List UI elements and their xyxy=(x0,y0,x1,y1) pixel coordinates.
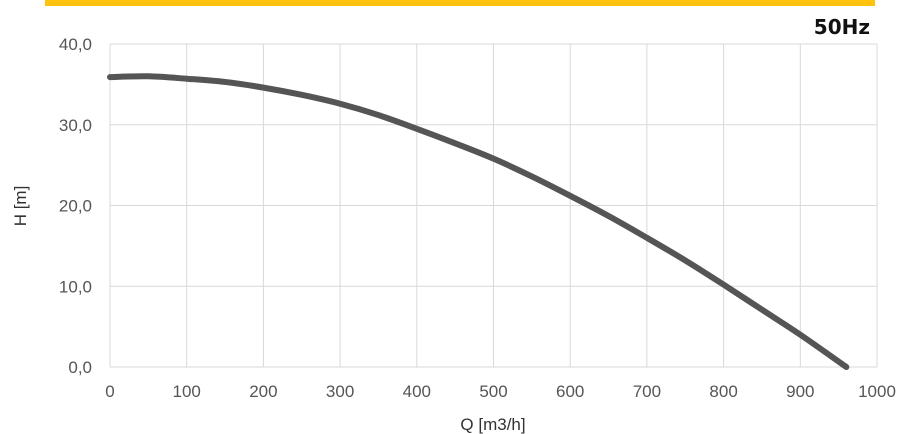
x-tick-label: 200 xyxy=(249,382,277,401)
x-tick-label: 400 xyxy=(403,382,431,401)
x-tick-label: 500 xyxy=(479,382,507,401)
x-tick-label: 0 xyxy=(105,382,114,401)
x-tick-label: 300 xyxy=(326,382,354,401)
y-tick-label: 10,0 xyxy=(59,277,92,296)
series-lines xyxy=(107,73,850,370)
x-tick-label: 700 xyxy=(633,382,661,401)
tick-labels: 0 100 200 300 400 500 600 700 800 900 1000 0,0 10,0 2… xyxy=(59,35,896,401)
grid-lines xyxy=(109,43,878,368)
x-tick-label: 900 xyxy=(786,382,814,401)
y-tick-label: 30,0 xyxy=(59,116,92,135)
y-tick-label: 20,0 xyxy=(59,197,92,216)
x-tick-label: 800 xyxy=(709,382,737,401)
y-tick-label: 40,0 xyxy=(59,35,92,54)
y-tick-label: 0,0 xyxy=(68,358,92,377)
frequency-label: 50Hz xyxy=(814,15,870,39)
pump-curve-line xyxy=(107,73,850,370)
y-axis-label: H [m] xyxy=(11,186,30,227)
x-tick-label: 1000 xyxy=(858,382,896,401)
x-tick-label: 600 xyxy=(556,382,584,401)
x-tick-label: 100 xyxy=(173,382,201,401)
x-axis-label: Q [m3/h] xyxy=(460,415,525,434)
top-accent-bar xyxy=(45,0,875,6)
